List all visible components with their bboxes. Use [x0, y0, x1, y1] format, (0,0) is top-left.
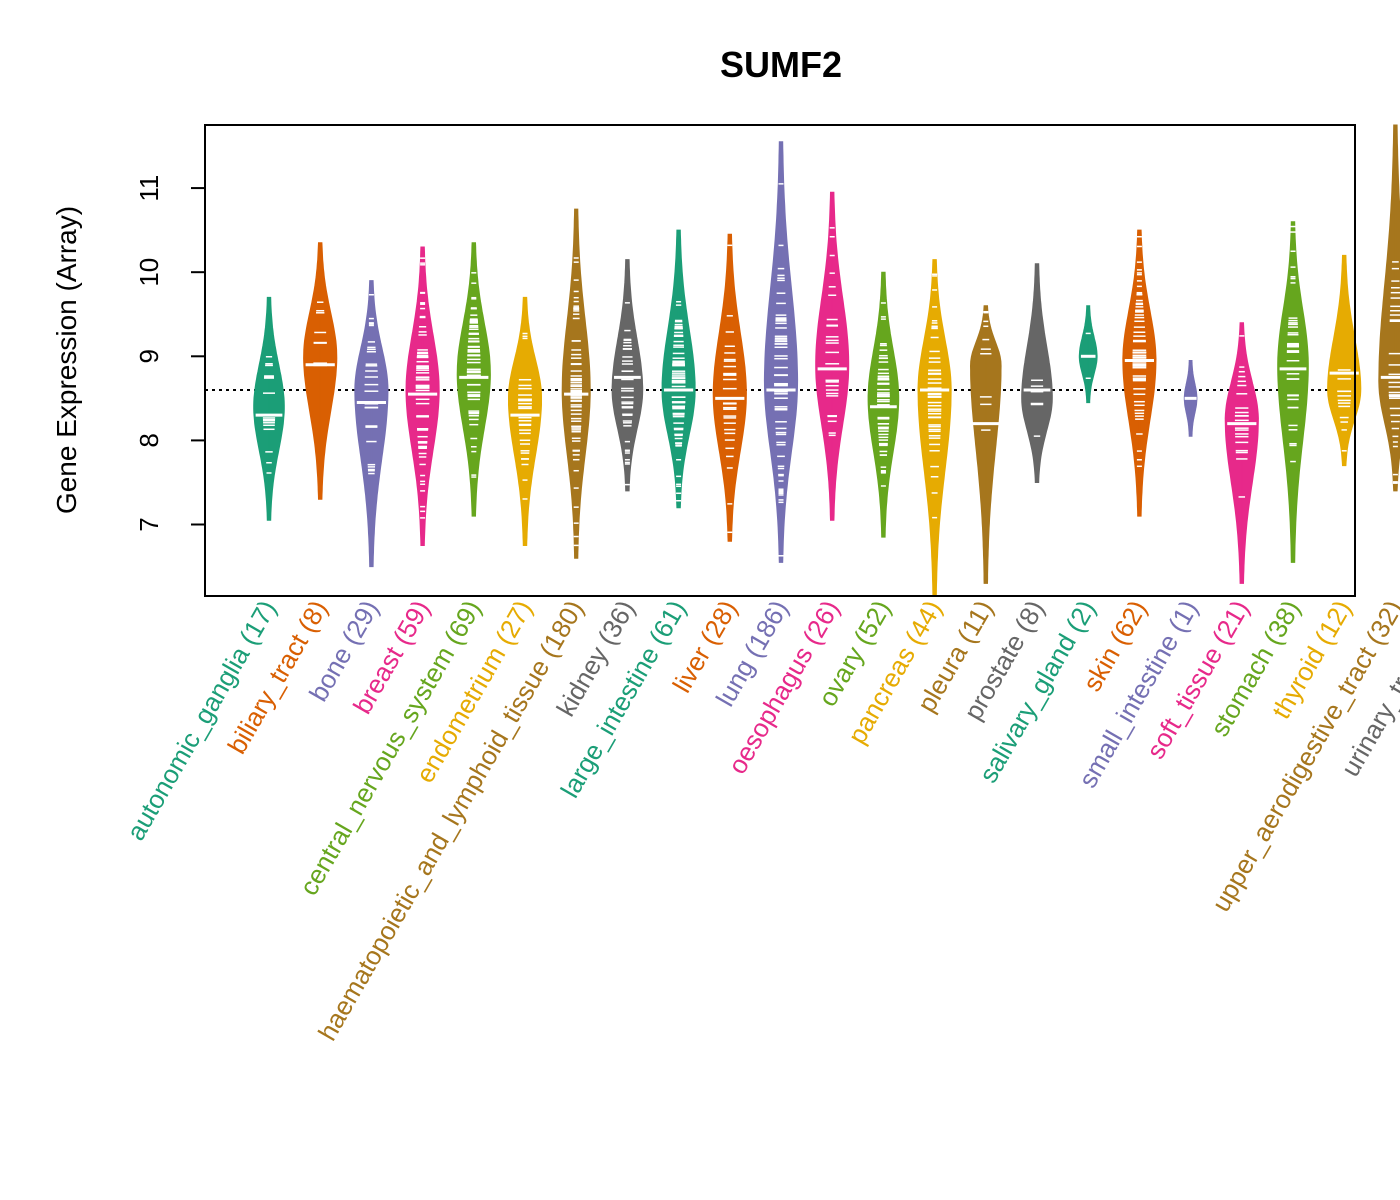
violin-stomach — [1277, 221, 1309, 563]
violin-soft_tissue — [1224, 322, 1259, 584]
violin-small_intestine — [1183, 360, 1198, 437]
violin-oesophagus — [815, 191, 850, 521]
violin-prostate — [1021, 263, 1053, 483]
violin-pancreas — [917, 259, 952, 597]
y-tick-label: 10 — [134, 258, 164, 287]
violin-large_intestine — [661, 229, 696, 509]
y-tick-label: 8 — [134, 433, 164, 447]
y-tick-label: 11 — [134, 175, 164, 202]
violin-thyroid — [1327, 254, 1362, 467]
violin-central_nervous_system — [456, 242, 491, 517]
plot-area — [205, 124, 1400, 597]
violin-upper_aerodigestive_tract — [1378, 124, 1400, 492]
y-tick-label: 7 — [134, 517, 164, 531]
violin-haematopoietic_and_lymphoid_tissue — [561, 208, 591, 559]
y-tick-label: 9 — [134, 349, 164, 363]
violin-lung — [763, 141, 799, 563]
violin-skin — [1122, 229, 1157, 517]
violin-biliary_tract — [303, 242, 338, 500]
violin-autonomic_ganglia — [253, 296, 285, 521]
violin-liver — [712, 233, 747, 542]
violin-endometrium — [508, 296, 542, 546]
violin-pleura — [969, 305, 1002, 584]
plot-frame — [204, 124, 1356, 597]
violin-ovary — [867, 271, 900, 538]
y-axis: 7 8 9 10 11 — [134, 124, 1356, 597]
violin-breast — [405, 246, 440, 546]
violin-salivary_gland — [1078, 305, 1098, 404]
y-axis-label: Gene Expression (Array) — [51, 206, 82, 514]
category-labels: autonomic_ganglia (17)biliary_tract (8)b… — [120, 595, 1400, 1046]
chart-title: SUMF2 — [720, 44, 842, 85]
violin-bone — [354, 280, 389, 568]
violin-kidney — [611, 259, 644, 492]
